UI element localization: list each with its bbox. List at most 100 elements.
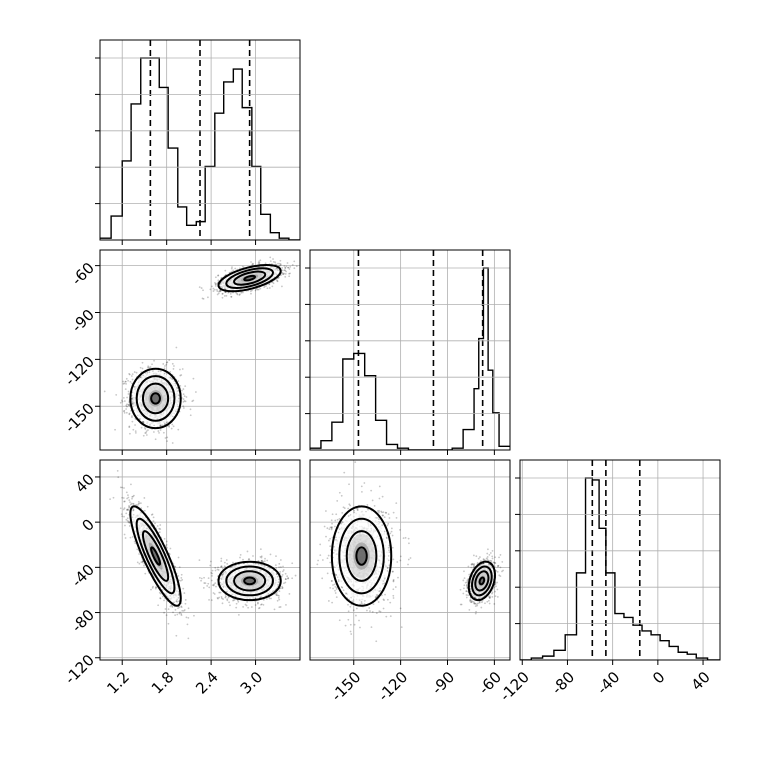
sample-point bbox=[164, 365, 166, 367]
sample-point bbox=[171, 424, 173, 426]
sample-point bbox=[166, 544, 168, 546]
sample-point bbox=[257, 289, 259, 291]
sample-point bbox=[277, 600, 279, 602]
sample-point bbox=[250, 290, 252, 292]
sample-point bbox=[281, 272, 283, 274]
sample-point bbox=[220, 592, 222, 594]
sample-point bbox=[228, 597, 230, 599]
sample-point bbox=[144, 573, 146, 575]
sample-point bbox=[157, 430, 159, 432]
sample-point bbox=[163, 432, 165, 434]
sample-point bbox=[293, 267, 295, 269]
sample-point bbox=[181, 610, 183, 612]
sample-point bbox=[134, 541, 136, 543]
sample-point bbox=[283, 265, 285, 267]
panel-content bbox=[310, 250, 510, 450]
sample-point bbox=[140, 367, 142, 369]
sample-point bbox=[159, 531, 161, 533]
sample-point bbox=[173, 368, 175, 370]
sample-point bbox=[146, 430, 148, 432]
sample-point bbox=[138, 501, 140, 503]
sample-point bbox=[295, 575, 297, 577]
sample-point bbox=[138, 553, 140, 555]
sample-point bbox=[121, 497, 123, 499]
sample-point bbox=[123, 397, 125, 399]
sample-point bbox=[273, 282, 275, 284]
sample-point bbox=[134, 371, 136, 373]
y-tick-label: -90 bbox=[68, 306, 98, 336]
sample-point bbox=[132, 496, 134, 498]
sample-point bbox=[151, 363, 153, 365]
sample-point bbox=[183, 407, 185, 409]
sample-point bbox=[255, 604, 257, 606]
sample-point bbox=[183, 398, 185, 400]
sample-point bbox=[296, 265, 298, 267]
sample-point bbox=[147, 429, 149, 431]
sample-point bbox=[280, 566, 282, 568]
sample-point bbox=[187, 623, 189, 625]
sample-point bbox=[281, 267, 283, 269]
sample-point bbox=[275, 567, 277, 569]
sample-point bbox=[113, 497, 115, 499]
sample-point bbox=[186, 396, 188, 398]
sample-point bbox=[252, 263, 254, 265]
sample-point bbox=[208, 599, 210, 601]
sample-point bbox=[129, 433, 131, 435]
sample-point bbox=[175, 347, 177, 349]
sample-point bbox=[153, 520, 155, 522]
sample-point bbox=[305, 252, 307, 254]
sample-point bbox=[123, 497, 125, 499]
sample-point bbox=[274, 608, 276, 610]
y-tick-label: -150 bbox=[61, 400, 98, 437]
sample-point bbox=[242, 559, 244, 561]
sample-point bbox=[190, 408, 192, 410]
sample-point bbox=[161, 424, 163, 426]
sample-point bbox=[247, 551, 249, 553]
sample-point bbox=[265, 262, 267, 264]
sample-point bbox=[259, 259, 261, 261]
sample-point bbox=[242, 606, 244, 608]
sample-point bbox=[183, 393, 185, 395]
histogram-panel-1 bbox=[305, 250, 510, 455]
sample-point bbox=[128, 499, 130, 501]
sample-point bbox=[152, 370, 154, 372]
sample-point bbox=[124, 400, 126, 402]
sample-point bbox=[121, 513, 123, 515]
scatter-panel-1-0: -150-120-90-60 bbox=[61, 250, 307, 462]
sample-point bbox=[187, 637, 189, 639]
sample-point bbox=[182, 405, 184, 407]
sample-point bbox=[251, 606, 253, 608]
sample-point bbox=[171, 428, 173, 430]
sample-point bbox=[277, 280, 279, 282]
sample-point bbox=[237, 601, 239, 603]
sample-point bbox=[125, 381, 127, 383]
sample-point bbox=[230, 293, 232, 295]
sample-point bbox=[208, 586, 210, 588]
sample-point bbox=[117, 476, 119, 478]
sample-point bbox=[283, 273, 285, 275]
sample-point bbox=[264, 558, 266, 560]
sample-point bbox=[202, 289, 204, 291]
sample-point bbox=[128, 426, 130, 428]
sample-point bbox=[175, 635, 177, 637]
sample-point bbox=[224, 295, 226, 297]
sample-point bbox=[185, 599, 187, 601]
sample-point bbox=[165, 364, 167, 366]
sample-point bbox=[129, 374, 131, 376]
sample-point bbox=[234, 268, 236, 270]
sample-point bbox=[289, 272, 291, 274]
sample-point bbox=[109, 498, 111, 500]
sample-point bbox=[259, 607, 261, 609]
sample-point bbox=[285, 604, 287, 606]
sample-point bbox=[182, 388, 184, 390]
sample-point bbox=[170, 548, 172, 550]
histogram-panel-0 bbox=[95, 40, 300, 245]
sample-point bbox=[158, 432, 160, 434]
sample-point bbox=[229, 604, 231, 606]
sample-point bbox=[222, 297, 224, 299]
sample-point bbox=[178, 398, 180, 400]
sample-point bbox=[104, 391, 106, 393]
sample-point bbox=[143, 435, 145, 437]
